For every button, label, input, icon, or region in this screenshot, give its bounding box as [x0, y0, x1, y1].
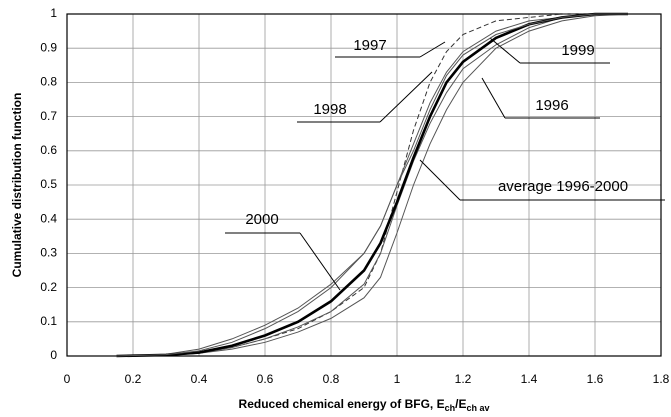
y-tick-label: 1 — [50, 6, 57, 20]
x-tick-label: 0.8 — [323, 372, 340, 386]
x-tick-label: 1.2 — [455, 372, 472, 386]
x-label-sub: ch av — [466, 403, 489, 413]
leader-line — [299, 232, 341, 291]
y-tick-label: 0 — [50, 348, 57, 362]
y-tick-label: 0.6 — [40, 143, 57, 157]
leader-line — [481, 77, 506, 119]
x-tick-label: 1.8 — [653, 372, 670, 386]
series-label: 1996 — [535, 97, 568, 114]
x-tick-label: 1 — [394, 372, 401, 386]
leader-line — [379, 71, 433, 123]
x-tick-label: 1.4 — [521, 372, 538, 386]
x-tick-label: 0.6 — [257, 372, 274, 386]
y-tick-label: 0.3 — [40, 246, 57, 260]
series-label: 1997 — [353, 37, 386, 54]
y-tick-label: 0.8 — [40, 75, 57, 89]
series-label: 2000 — [245, 211, 278, 228]
x-label-part: /E — [455, 397, 466, 411]
x-tick-label: 0.4 — [191, 372, 208, 386]
leader-line — [419, 41, 446, 58]
x-tick-label: 0.2 — [125, 372, 142, 386]
x-label-part: Reduced chemical energy of BFG, E — [239, 397, 445, 411]
series-label: 1999 — [561, 42, 594, 59]
leader-line — [419, 159, 461, 201]
series-line — [116, 13, 629, 357]
x-label-sub: ch — [445, 403, 456, 413]
plot-frame — [66, 13, 662, 357]
y-tick-label: 0.7 — [40, 109, 57, 123]
x-tick-label: 1.6 — [587, 372, 604, 386]
y-tick-label: 0.5 — [40, 177, 57, 191]
y-tick-label: 0.9 — [40, 40, 57, 54]
series-label: average 1996-2000 — [498, 178, 628, 195]
y-tick-label: 0.2 — [40, 280, 57, 294]
series-label: 1998 — [313, 101, 346, 118]
y-tick-label: 0.1 — [40, 314, 57, 328]
y-axis-label: Cumulative distribution function — [10, 93, 24, 278]
y-tick-label: 0.4 — [40, 211, 57, 225]
leader-line — [489, 37, 521, 64]
x-axis-label: Reduced chemical energy of BFG, Ech/Ech … — [239, 397, 490, 413]
x-tick-label: 0 — [64, 372, 71, 386]
series-line — [116, 13, 628, 357]
